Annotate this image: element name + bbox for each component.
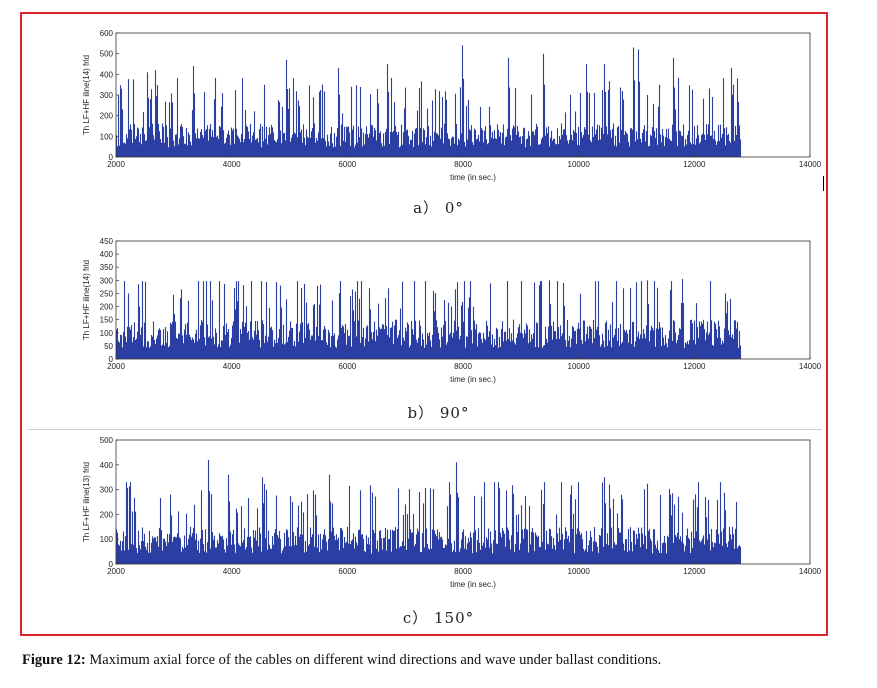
caption-text: Maximum axial force of the cables on dif… (85, 652, 662, 668)
panel-c-label: c） 150° (402, 609, 475, 627)
figure-frame (20, 12, 828, 636)
text-cursor-mark (823, 176, 824, 191)
panel-divider (28, 429, 822, 430)
panel-a-label: a） 0° (413, 199, 464, 217)
figure-caption: Figure 12: Maximum axial force of the ca… (22, 652, 872, 669)
panel-b-label: b） 90° (407, 404, 470, 422)
caption-figure-number: Figure 12: (22, 652, 86, 668)
